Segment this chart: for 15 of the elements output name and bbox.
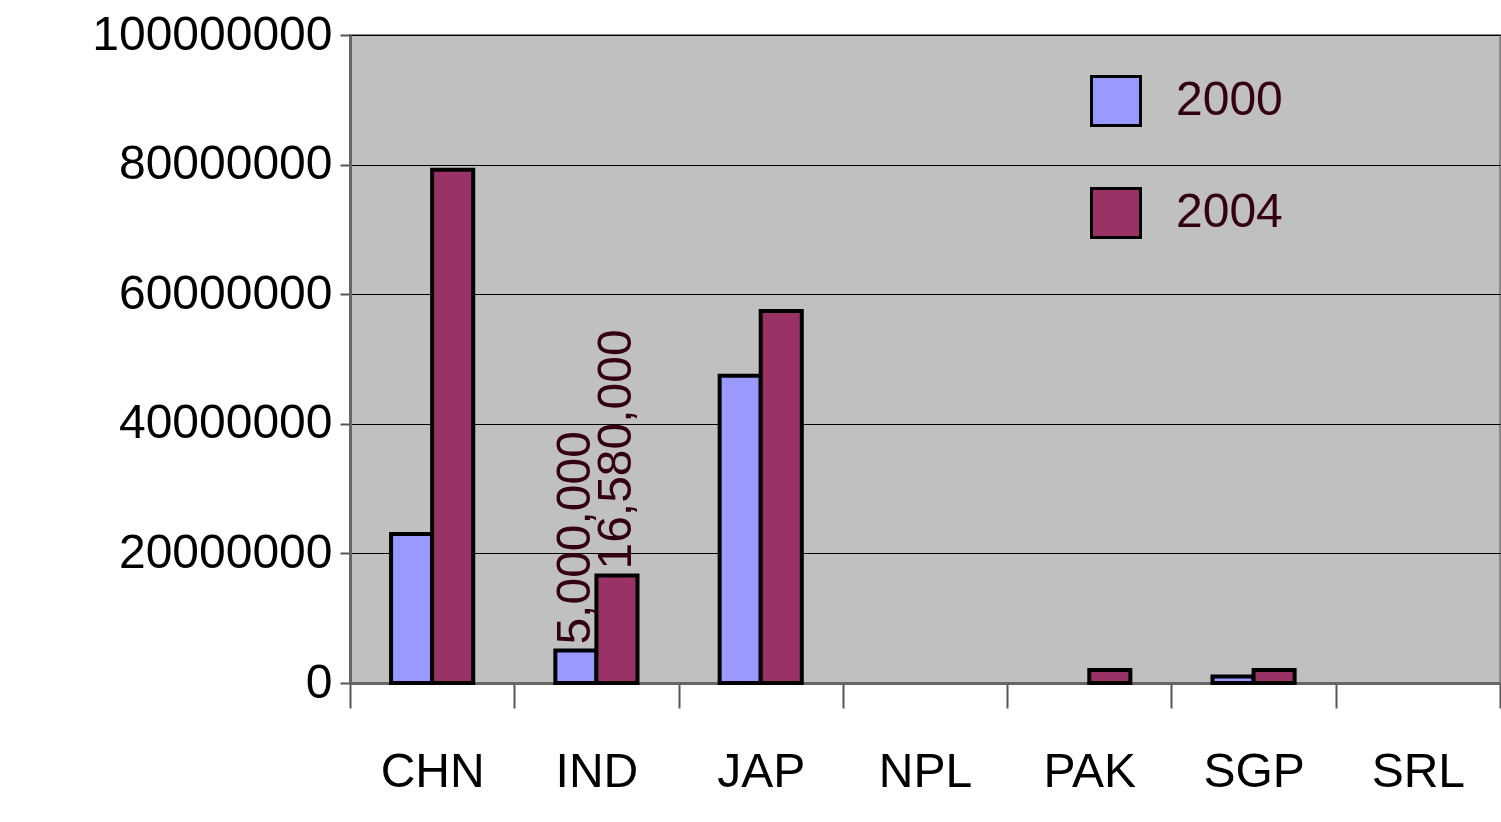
- x-tick-label: SRL: [1371, 743, 1466, 797]
- x-tick-label: NPL: [878, 743, 973, 797]
- legend-label: 2004: [1176, 184, 1283, 237]
- x-tick-label: PAK: [1043, 743, 1137, 797]
- y-tick-label: 100000000: [92, 6, 333, 60]
- legend-label: 2000: [1176, 72, 1283, 125]
- y-tick-label: 40000000: [118, 395, 333, 449]
- x-tick-label: CHN: [380, 743, 485, 797]
- x-tick-label: SGP: [1203, 743, 1305, 797]
- y-tick-label: 60000000: [118, 265, 333, 319]
- y-tick-label: 0: [305, 654, 333, 708]
- x-tick-label: IND: [555, 743, 639, 797]
- x-tick-label: JAP: [717, 743, 806, 797]
- y-tick-label: 80000000: [118, 136, 333, 190]
- y-tick-label: 20000000: [118, 524, 333, 578]
